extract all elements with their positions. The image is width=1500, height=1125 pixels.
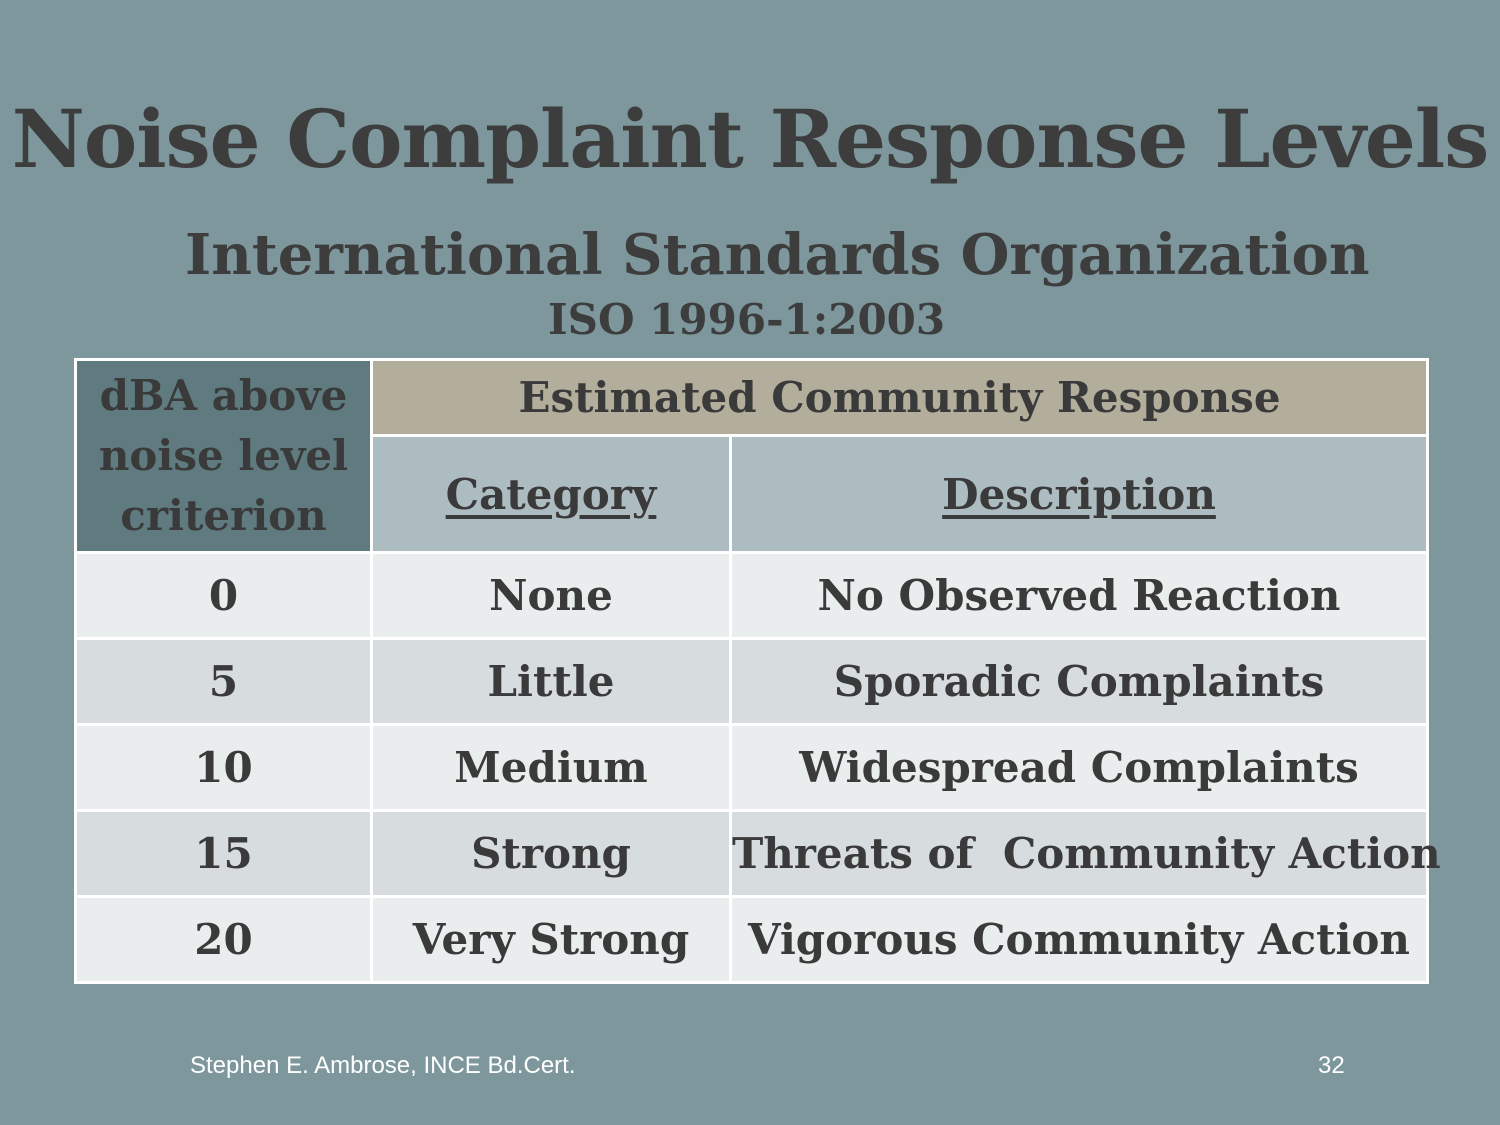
- slide-subtitle: International Standards Organization: [185, 222, 1370, 288]
- cell-dba: 5: [74, 637, 373, 726]
- cell-dba: 10: [74, 723, 373, 812]
- table-row: 5 Little Sporadic Complaints: [74, 637, 1429, 726]
- dba-column-header: dBA above noise level criterion: [74, 358, 373, 554]
- table-row: 15 Strong Threats of Community Action: [74, 809, 1441, 898]
- cell-description: Vigorous Community Action: [729, 895, 1429, 984]
- category-header-label: Category: [445, 469, 657, 519]
- cell-description: Threats of Community Action: [729, 809, 1441, 898]
- cell-category: Strong: [370, 809, 732, 898]
- cell-category: Medium: [370, 723, 732, 812]
- cell-description: Sporadic Complaints: [729, 637, 1429, 726]
- response-table: dBA above noise level criterion Estimate…: [74, 357, 1441, 984]
- cell-dba: 20: [74, 895, 373, 984]
- footer-author: Stephen E. Ambrose, INCE Bd.Cert.: [190, 1052, 576, 1079]
- dba-header-line: noise level: [98, 431, 349, 480]
- slide-number: 32: [1318, 1052, 1345, 1079]
- cell-dba: 0: [74, 551, 373, 640]
- table-subheader-row: Category Description: [76, 434, 1429, 554]
- description-header-label: Description: [942, 469, 1216, 519]
- cell-description: No Observed Reaction: [729, 551, 1429, 640]
- cell-dba: 15: [74, 809, 373, 898]
- description-column-header: Description: [729, 434, 1429, 554]
- cell-category: Very Strong: [370, 895, 732, 984]
- table-row: 20 Very Strong Vigorous Community Action: [74, 895, 1429, 984]
- cell-category: Little: [370, 637, 732, 726]
- cell-description: Widespread Complaints: [729, 723, 1429, 812]
- category-column-header: Category: [370, 434, 732, 554]
- dba-header-line: dBA above: [99, 371, 348, 420]
- group-header: Estimated Community Response: [370, 357, 1429, 438]
- dba-header-line: criterion: [120, 491, 327, 540]
- table-row: 10 Medium Widespread Complaints: [74, 723, 1429, 812]
- table-row: 0 None No Observed Reaction: [74, 551, 1429, 640]
- slide-title: Noise Complaint Response Levels: [11, 92, 1490, 186]
- standard-reference: ISO 1996-1:2003: [548, 295, 946, 344]
- cell-category: None: [370, 551, 732, 640]
- table-header-row: dBA above noise level criterion Estimate…: [74, 357, 1429, 554]
